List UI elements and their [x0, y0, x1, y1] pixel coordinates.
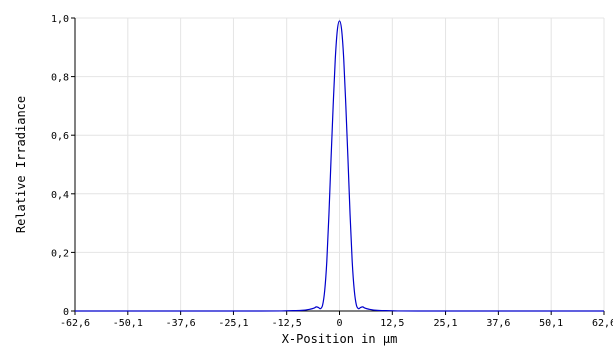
x-tick-label: 0: [336, 318, 342, 329]
x-tick-label: -62,6: [60, 318, 90, 329]
x-tick-label: 25,1: [434, 318, 458, 329]
y-tick-label: 0,2: [51, 248, 69, 259]
x-tick-label: -37,6: [166, 318, 196, 329]
x-tick-label: -12,5: [272, 318, 302, 329]
y-tick-label: 0: [63, 307, 69, 318]
x-axis-label: X-Position in µm: [282, 332, 398, 346]
x-tick-label: -25,1: [218, 318, 248, 329]
ticks: -62,6 -50,1 -37,6 -25,1 -12,5 0 12,5 25,1 37,6 50…: [51, 14, 613, 329]
y-axis-label: Relative Irradiance: [14, 96, 28, 233]
x-tick-label: 50,1: [539, 318, 563, 329]
x-tick-label: 37,6: [486, 318, 510, 329]
x-tick-label: 62,6: [592, 318, 613, 329]
y-tick-label: 0,4: [51, 190, 69, 201]
series-group: [74, 20, 605, 312]
grid-lines: [74, 17, 605, 312]
x-tick-label: 12,5: [380, 318, 404, 329]
series-line: [74, 20, 605, 312]
y-tick-label: 0,8: [51, 73, 69, 84]
y-tick-label: 0,6: [51, 131, 69, 142]
x-tick-label: -50,1: [113, 318, 143, 329]
y-tick-label: 1,0: [51, 14, 69, 25]
